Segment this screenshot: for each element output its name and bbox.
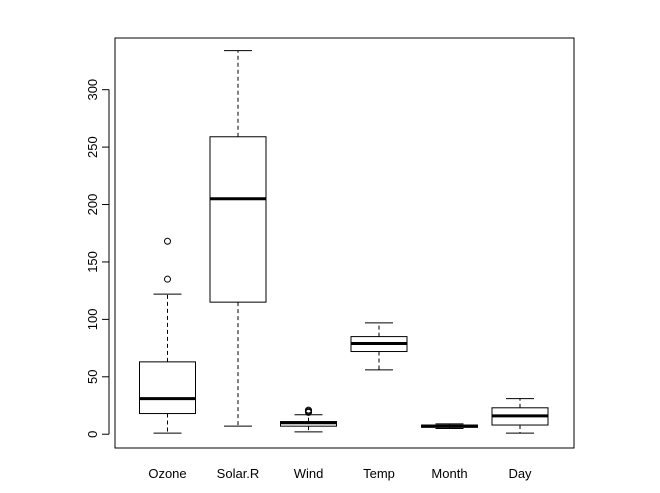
box-day — [491, 398, 549, 434]
box-rect-ozone — [139, 361, 196, 415]
box-month — [421, 423, 478, 429]
x-tick-label-wind: Wind — [294, 466, 324, 481]
box-solar-r — [209, 50, 267, 427]
y-tick-label-100: 100 — [85, 309, 100, 331]
x-tick-label-ozone: Ozone — [148, 466, 186, 481]
box-wind — [280, 406, 337, 433]
x-tick-label-temp: Temp — [363, 466, 395, 481]
x-tick-label-month: Month — [431, 466, 467, 481]
plot-frame — [114, 37, 575, 449]
y-tick-label-300: 300 — [85, 79, 100, 101]
box-temp — [350, 322, 408, 371]
outlier-wind-2 — [305, 406, 312, 414]
y-axis: 0 50 100 150 200 250 300 — [85, 79, 110, 438]
y-tick-label-0: 0 — [85, 431, 100, 438]
y-tick-label-50: 50 — [85, 370, 100, 384]
y-tick-label-200: 200 — [85, 194, 100, 216]
y-tick-label-150: 150 — [85, 251, 100, 273]
boxes — [139, 50, 549, 434]
x-axis-labels: Ozone Solar.R Wind Temp Month Day — [148, 466, 532, 481]
box-ozone — [139, 237, 196, 434]
box-rect-solar-r — [209, 136, 267, 303]
x-tick-label-day: Day — [508, 466, 532, 481]
y-tick-label-250: 250 — [85, 136, 100, 158]
outlier-ozone-1 — [164, 237, 171, 245]
outlier-ozone-0 — [164, 275, 171, 283]
x-tick-label-solar-r: Solar.R — [217, 466, 260, 481]
